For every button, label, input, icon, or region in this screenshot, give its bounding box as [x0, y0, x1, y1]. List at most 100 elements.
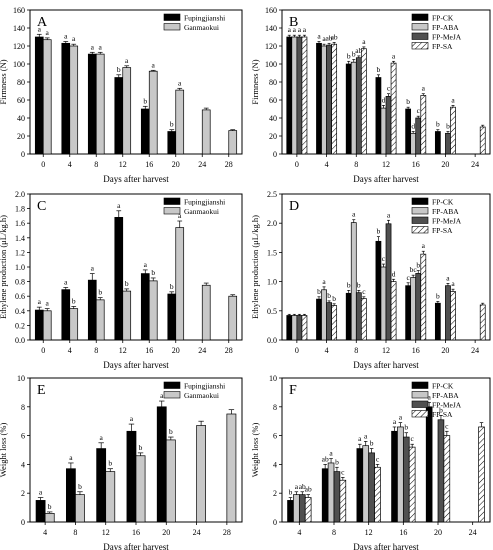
panel-label: F — [289, 383, 297, 398]
legend-swatch — [411, 391, 429, 399]
bar — [391, 430, 398, 523]
significance-letter: b — [72, 296, 76, 305]
x-tick-label: 4 — [43, 528, 47, 537]
significance-letter: a — [288, 25, 292, 34]
legend-swatch — [411, 32, 429, 40]
legend-entry: Fupingjianshi — [184, 198, 225, 207]
bar — [326, 302, 332, 341]
y-tick-label: 0.6 — [15, 292, 25, 301]
y-tick-label: 4 — [273, 460, 277, 469]
y-tick-label: 0.0 — [15, 336, 25, 345]
x-tick-label: 0 — [295, 346, 299, 355]
chart-panel-c: 0.00.20.40.60.81.01.21.41.61.82.00a a4ab8… — [0, 190, 243, 370]
significance-letter: b — [98, 288, 102, 297]
bar — [402, 436, 410, 523]
bar — [75, 494, 85, 523]
legend-swatch — [411, 42, 429, 50]
legend-swatch — [411, 226, 429, 234]
bar — [44, 513, 55, 523]
significance-letter: a — [125, 56, 129, 65]
legend-entry: FP-SA — [432, 42, 453, 51]
bar — [345, 63, 352, 155]
x-tick-label: 24 — [471, 160, 479, 169]
bar — [35, 500, 46, 523]
bar — [360, 48, 367, 155]
y-tick-label: 60 — [17, 96, 25, 105]
legend-swatch — [411, 197, 429, 205]
significance-letter: a — [451, 95, 455, 104]
significance-letter: b — [170, 282, 174, 291]
bar — [420, 95, 427, 155]
x-tick-label: 16 — [412, 160, 420, 169]
legend-entry: FP-SA — [432, 410, 453, 419]
significance-letter: a — [117, 201, 121, 210]
bar — [301, 315, 308, 341]
significance-letter: ab — [322, 454, 329, 463]
significance-letter: a — [91, 42, 95, 51]
y-tick-label: 120 — [13, 42, 25, 51]
y-tick-label: 0.5 — [267, 307, 277, 316]
x-tick-label: 4 — [325, 160, 329, 169]
bar — [61, 42, 71, 155]
bar — [478, 426, 485, 523]
legend-entry: Fupingjianshi — [184, 382, 225, 391]
legend-swatch — [411, 216, 429, 224]
y-tick-label: 140 — [13, 24, 25, 33]
bar — [140, 108, 150, 155]
significance-letter: b — [439, 405, 443, 414]
bar — [405, 285, 412, 341]
plot-frame — [281, 377, 491, 523]
significance-letter: ab — [326, 33, 333, 42]
panel-label: B — [289, 15, 298, 30]
bar — [410, 132, 417, 155]
bar — [385, 96, 392, 155]
significance-letter: a — [298, 25, 302, 34]
significance-letter: a — [317, 32, 321, 41]
bar — [356, 448, 364, 523]
bar — [326, 44, 332, 155]
significance-letter: b — [139, 443, 143, 452]
significance-letter: c — [417, 106, 421, 115]
legend-swatch — [411, 13, 429, 21]
significance-letter: b — [169, 427, 173, 436]
significance-letter: a — [392, 51, 396, 60]
significance-letter: c — [406, 273, 410, 282]
significance-letter: bc — [410, 265, 418, 274]
bar — [114, 217, 124, 341]
x-axis-label: Days after harvest — [103, 542, 169, 550]
bar — [226, 413, 237, 523]
significance-letter: c — [445, 421, 449, 430]
x-tick-label: 4 — [68, 346, 72, 355]
significance-letter: a — [144, 260, 148, 269]
bar — [228, 295, 238, 341]
y-tick-label: 0 — [21, 150, 25, 159]
bar — [479, 126, 486, 155]
bar — [374, 466, 381, 523]
significance-letter: a — [387, 210, 391, 219]
significance-letter: a — [451, 279, 455, 288]
x-tick-label: 20 — [441, 346, 449, 355]
significance-letter: a — [427, 392, 431, 401]
legend-entry: FP-MeJA — [432, 217, 462, 226]
bar — [405, 108, 412, 155]
bar — [380, 266, 387, 341]
significance-letter: a — [46, 299, 50, 308]
significance-letter: b — [347, 280, 351, 289]
bar — [450, 106, 456, 155]
x-tick-label: 4 — [325, 346, 329, 355]
significance-letter: b — [117, 65, 121, 74]
significance-letter: a — [130, 414, 134, 423]
bar — [228, 130, 238, 155]
bar — [385, 223, 392, 341]
panel-label: E — [37, 383, 46, 398]
bar — [415, 273, 422, 341]
legend-entry: Ganmaokui — [184, 391, 219, 400]
x-tick-label: 0 — [41, 160, 45, 169]
bar — [368, 452, 375, 523]
bar — [345, 292, 352, 341]
x-tick-label: 12 — [382, 160, 390, 169]
bar — [443, 435, 451, 523]
bar — [291, 36, 298, 155]
